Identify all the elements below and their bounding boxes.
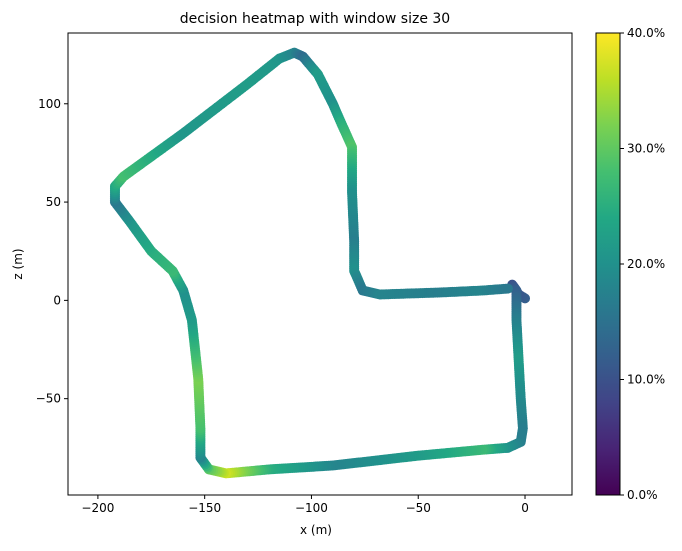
x-tick-label: −200: [81, 501, 114, 515]
colorbar-ticks: 0.0% 10.0% 20.0% 30.0% 40.0%: [620, 26, 665, 502]
x-axis-label: x (m): [300, 523, 332, 537]
colorbar-tick-label: 30.0%: [627, 142, 665, 156]
y-tick-label: −50: [36, 392, 61, 406]
x-tick-label: −50: [406, 501, 431, 515]
colorbar-tick-label: 40.0%: [627, 26, 665, 40]
colorbar-tick-label: 20.0%: [627, 257, 665, 271]
trajectory-point-673: [502, 283, 513, 294]
x-tick-label: 0: [521, 501, 529, 515]
colorbar-tick-label: 0.0%: [627, 488, 658, 502]
colorbar: [595, 32, 621, 496]
y-axis-label: z (m): [11, 248, 25, 279]
x-tick-label: −150: [188, 501, 221, 515]
y-axis: −50 0 50 100: [36, 97, 68, 406]
chart-title: decision heatmap with window size 30: [180, 11, 450, 27]
trajectory-points: [109, 47, 531, 479]
y-tick-label: 0: [53, 293, 61, 307]
y-tick-label: 100: [38, 97, 61, 111]
plot-background: [68, 33, 572, 495]
x-axis: −200 −150 −100 −50 0: [81, 495, 529, 515]
plot-frame: [67, 32, 573, 496]
y-tick-label: 50: [46, 195, 61, 209]
x-tick-label: −100: [295, 501, 328, 515]
colorbar-tick-label: 10.0%: [627, 373, 665, 387]
